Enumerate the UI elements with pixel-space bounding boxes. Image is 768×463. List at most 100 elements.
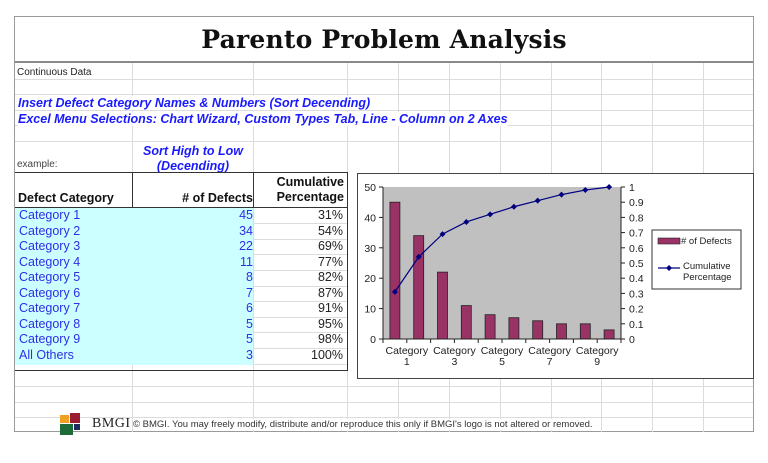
x-tick-label: Category [385, 345, 428, 357]
defects-cell[interactable]: 34 [239, 223, 253, 238]
cumulative-line [394, 186, 610, 293]
cumulative-cell: 100% [311, 347, 343, 362]
category-cell[interactable]: Category 1 [19, 208, 81, 222]
header-defects: # of Defects [182, 191, 253, 205]
defects-cell[interactable]: 7 [246, 285, 253, 300]
x-tick-label: Category [576, 345, 619, 357]
defects-cell[interactable]: 6 [246, 301, 253, 315]
right-tick-label: 0.8 [629, 212, 644, 224]
header-cumulative-line-1: Cumulative [276, 175, 344, 189]
row-divider [253, 317, 347, 318]
left-tick-label: 10 [364, 304, 376, 316]
defect-table: Defect Category # of Defects Cumulative … [15, 172, 348, 371]
header-divider [132, 173, 133, 207]
header-defect-category: Defect Category [18, 191, 114, 205]
row-divider [253, 270, 347, 271]
sort-note-line-1: Sort High to Low [143, 144, 243, 158]
right-tick-label: 0.6 [629, 243, 644, 255]
cumulative-marker [510, 203, 517, 210]
x-tick-label: Category [481, 345, 524, 357]
category-cell[interactable]: Category 7 [19, 301, 81, 315]
table-row: Category 4 11 77% [15, 255, 347, 271]
right-tick-label: 0.1 [629, 319, 644, 331]
row-divider [253, 286, 347, 287]
category-cell[interactable]: Category 3 [19, 239, 81, 253]
bmgi-logo-icon [60, 413, 80, 435]
cumulative-marker [534, 197, 541, 204]
right-tick-label: 0.4 [629, 273, 644, 285]
legend-label: Cumulative [683, 261, 731, 272]
category-cell[interactable]: Category 2 [19, 223, 81, 238]
defect-bar [484, 314, 496, 340]
right-tick-label: 0.9 [629, 197, 644, 209]
sort-note-line-2: (Decending) [156, 159, 230, 173]
row-divider [253, 239, 347, 240]
defects-cell[interactable]: 11 [240, 254, 253, 269]
category-cell[interactable]: Category 5 [19, 270, 81, 284]
category-cell[interactable]: All Others [19, 347, 74, 362]
page-title: Parento Problem Analysis [201, 24, 567, 54]
cumulative-marker [606, 184, 613, 190]
defect-bar [532, 320, 544, 340]
defects-cell[interactable]: 5 [246, 332, 253, 346]
header-divider [253, 173, 254, 207]
defect-bar [508, 317, 520, 340]
header-cumulative-line-2: Percentage [276, 190, 344, 204]
left-tick-label: 40 [364, 212, 376, 224]
defects-cell[interactable]: 22 [239, 239, 253, 253]
right-tick-label: 0.7 [629, 228, 644, 240]
cumulative-cell: 91% [317, 301, 343, 315]
category-cell[interactable]: Category 9 [19, 332, 81, 346]
header-underline [15, 207, 347, 208]
defect-bar [579, 323, 591, 340]
table-row: Category 7 6 91% [15, 301, 347, 317]
defects-cell[interactable]: 3 [246, 347, 253, 362]
x-tick-label: Category [433, 345, 476, 357]
right-tick-label: 0.5 [629, 258, 644, 270]
left-tick-label: 30 [364, 243, 376, 255]
grid-row-line [15, 417, 753, 418]
grid-col-line [253, 63, 254, 432]
instruction-line-2: Excel Menu Selections: Chart Wizard, Cus… [18, 112, 508, 126]
cumulative-marker [463, 218, 470, 225]
grid-row-line [15, 94, 753, 95]
row-divider [253, 223, 347, 224]
header-cumulative: Cumulative Percentage [277, 175, 344, 205]
category-cell[interactable]: Category 8 [19, 316, 81, 331]
pareto-chart[interactable]: 0 10 20 30 40 50 0 0.1 0.2 0.3 0.4 0.5 0.6 0.7 0.8 0.9 1… [357, 173, 754, 379]
cumulative-marker [439, 231, 446, 238]
defects-cell[interactable]: 8 [246, 270, 253, 284]
grid-row-line [15, 79, 753, 80]
table-row: Category 2 34 54% [15, 224, 347, 240]
continuous-data-label: Continuous Data [17, 67, 92, 78]
left-tick-label: 0 [370, 334, 376, 346]
cumulative-cell: 54% [317, 223, 343, 238]
category-cell[interactable]: Category 4 [19, 254, 81, 269]
legend-label: # of Defects [681, 236, 732, 247]
right-tick-label: 0 [629, 334, 635, 346]
x-tick-label: 1 [404, 356, 410, 368]
right-tick-label: 0.2 [629, 304, 644, 316]
x-tick-label: Category [528, 345, 571, 357]
cumulative-marker [582, 187, 589, 194]
cumulative-cell: 95% [317, 316, 343, 331]
cumulative-cell: 31% [317, 208, 343, 222]
defects-cell[interactable]: 45 [239, 208, 253, 222]
x-tick-label: 9 [594, 356, 600, 368]
chart-svg: 0 10 20 30 40 50 0 0.1 0.2 0.3 0.4 0.5 0.6 0.7 0.8 0.9 1… [364, 182, 742, 368]
bmgi-logo-text: BMGI [92, 416, 131, 431]
cumulative-cell: 98% [317, 332, 343, 346]
cumulative-cell: 77% [317, 254, 343, 269]
copyright-notice: © BMGI. You may freely modify, distribut… [133, 419, 593, 430]
defect-bar [437, 271, 448, 340]
right-tick-label: 0.3 [629, 288, 644, 300]
table-row: Category 6 7 87% [15, 286, 347, 302]
defect-bar [556, 323, 567, 340]
row-divider [253, 301, 347, 302]
category-cell[interactable]: Category 6 [19, 285, 81, 300]
example-label: example: [17, 159, 58, 170]
defects-cell[interactable]: 5 [246, 316, 253, 331]
cumulative-cell: 69% [317, 239, 343, 253]
left-tick-label: 20 [364, 273, 376, 285]
sort-note: Sort High to Low (Decending) [133, 144, 253, 174]
